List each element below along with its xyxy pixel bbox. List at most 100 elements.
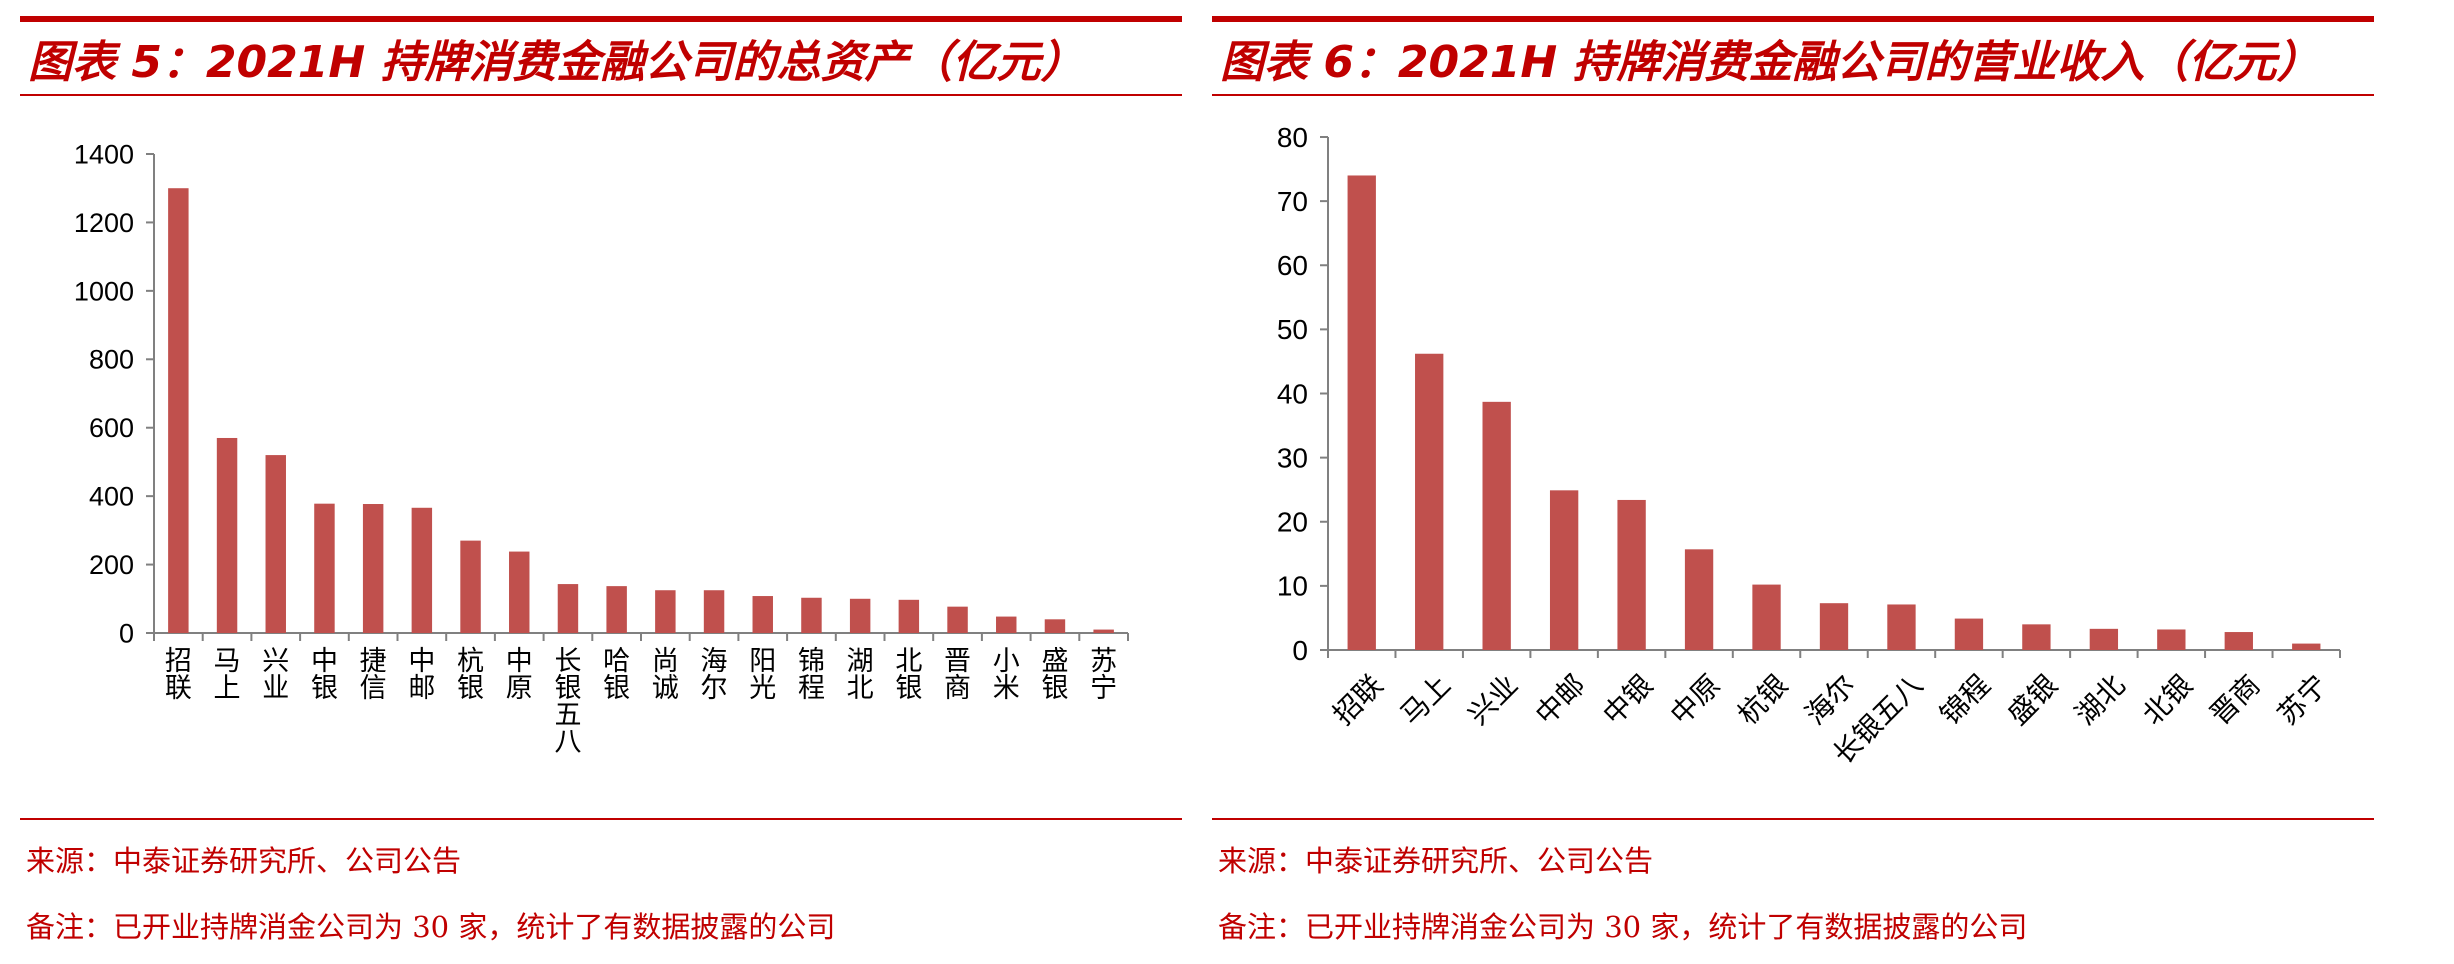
bar — [655, 590, 676, 633]
bar — [996, 616, 1017, 633]
x-category-label: 中银 — [311, 646, 338, 704]
x-category-label: 晋商 — [2204, 668, 2267, 731]
x-category-label: 中邮 — [408, 646, 435, 704]
x-category-label: 中原 — [1664, 668, 1727, 731]
x-category-char: 米 — [993, 673, 1020, 704]
x-category-char: 光 — [749, 673, 776, 704]
x-category-label: 中原 — [506, 646, 533, 704]
x-category-char: 哈 — [603, 646, 630, 677]
x-category-char: 长 — [554, 646, 581, 677]
y-tick-label: 30 — [1277, 442, 1308, 473]
x-category-char: 银 — [603, 673, 630, 704]
bar — [460, 540, 481, 633]
bar — [1093, 629, 1114, 633]
x-category-char: 捷 — [360, 646, 387, 677]
bar — [2089, 628, 2119, 650]
x-category-label: 兴业 — [1461, 668, 1524, 731]
x-category-char: 湖 — [847, 646, 874, 677]
y-tick-label: 400 — [89, 482, 134, 512]
x-category-char: 小 — [993, 646, 1020, 677]
y-tick-label: 1200 — [74, 208, 134, 238]
bar — [1887, 604, 1916, 650]
x-category-char: 银 — [311, 673, 338, 704]
bar — [1044, 619, 1066, 633]
x-category-char: 原 — [506, 673, 533, 704]
x-category-char: 商 — [944, 673, 971, 704]
bar — [1617, 499, 1646, 650]
x-category-char: 银 — [1041, 673, 1068, 704]
y-tick-label: 1000 — [74, 276, 134, 306]
x-category-char: 联 — [165, 673, 192, 704]
title-top-bar — [20, 16, 1182, 22]
x-category-label: 晋商 — [944, 646, 971, 704]
bar — [606, 586, 627, 633]
x-category-label: 海尔 — [701, 646, 728, 704]
remark-note: 备注：已开业持牌消金公司为 30 家，统计了有数据披露的公司 — [26, 910, 836, 944]
y-tick-label: 600 — [89, 413, 134, 443]
x-category-char: 银 — [457, 673, 484, 704]
x-category-label: 马上 — [1394, 668, 1457, 731]
x-category-label: 小米 — [993, 646, 1020, 704]
x-category-char: 晋 — [944, 646, 971, 677]
bar — [2022, 624, 2051, 650]
x-category-label: 马上 — [214, 646, 241, 704]
y-tick-label: 50 — [1277, 314, 1308, 345]
x-category-char: 苏 — [1090, 646, 1117, 677]
y-tick-label: 40 — [1277, 378, 1308, 409]
x-category-char: 诚 — [652, 673, 679, 704]
x-category-label: 盛银 — [2001, 668, 2064, 731]
chart-title: 图表 5：2021H 持牌消费金融公司的总资产（亿元） — [28, 37, 1085, 88]
remark-note: 备注：已开业持牌消金公司为 30 家，统计了有数据披露的公司 — [1218, 910, 2028, 944]
x-category-label: 阳光 — [749, 646, 776, 704]
x-category-char: 北 — [847, 673, 874, 704]
x-category-label: 盛银 — [1041, 646, 1068, 704]
x-category-label: 湖北 — [847, 646, 874, 704]
x-category-char: 中 — [311, 646, 338, 677]
bar — [557, 584, 579, 633]
x-category-char: 锦 — [798, 646, 825, 677]
y-tick-label: 0 — [1292, 635, 1308, 666]
bar — [801, 597, 822, 633]
x-category-char: 程 — [798, 673, 825, 704]
x-category-label: 招联 — [165, 646, 192, 704]
source-note: 来源：中泰证券研究所、公司公告 — [26, 844, 462, 878]
x-category-label: 中银 — [1596, 668, 1659, 731]
x-category-label: 招联 — [1326, 668, 1389, 731]
x-category-char: 中 — [408, 646, 435, 677]
x-category-label: 锦程 — [798, 646, 825, 704]
x-category-label: 兴业 — [262, 646, 289, 704]
x-category-char: 招 — [165, 646, 192, 677]
x-category-label: 北银 — [895, 646, 922, 704]
x-category-char: 业 — [262, 673, 289, 704]
y-tick-label: 80 — [1277, 122, 1308, 153]
footer-rule — [20, 818, 1182, 820]
x-category-char: 北 — [895, 646, 922, 677]
bar — [509, 551, 530, 633]
x-category-char: 信 — [360, 673, 387, 704]
y-tick-label: 800 — [89, 345, 134, 375]
x-category-char: 杭 — [457, 646, 484, 677]
bar — [1752, 584, 1781, 650]
x-category-label: 锦程 — [1934, 668, 1997, 731]
x-category-char: 马 — [214, 646, 241, 677]
bar — [1549, 490, 1579, 650]
bar — [1347, 175, 1376, 650]
source-note: 来源：中泰证券研究所、公司公告 — [1218, 844, 1654, 878]
bar — [1684, 549, 1714, 650]
y-tick-label: 0 — [119, 618, 134, 648]
x-category-char: 银 — [895, 673, 922, 704]
bar — [2157, 629, 2186, 650]
bar — [216, 437, 238, 633]
bar — [265, 455, 286, 633]
x-category-char: 阳 — [749, 646, 776, 677]
revenue-panel: 图表 6：2021H 持牌消费金融公司的营业收入（亿元） 0 10 20 30 40 50… — [1212, 0, 2374, 964]
x-category-label: 长银五八 — [554, 646, 581, 758]
footer-rule — [1212, 818, 2374, 820]
y-tick-label: 20 — [1277, 507, 1308, 538]
x-category-char: 五 — [554, 700, 581, 731]
x-category-char: 银 — [554, 673, 581, 704]
bar — [1819, 603, 1849, 650]
y-tick-label: 1400 — [74, 139, 134, 169]
bar — [703, 590, 725, 633]
title-rule — [1212, 94, 2374, 96]
